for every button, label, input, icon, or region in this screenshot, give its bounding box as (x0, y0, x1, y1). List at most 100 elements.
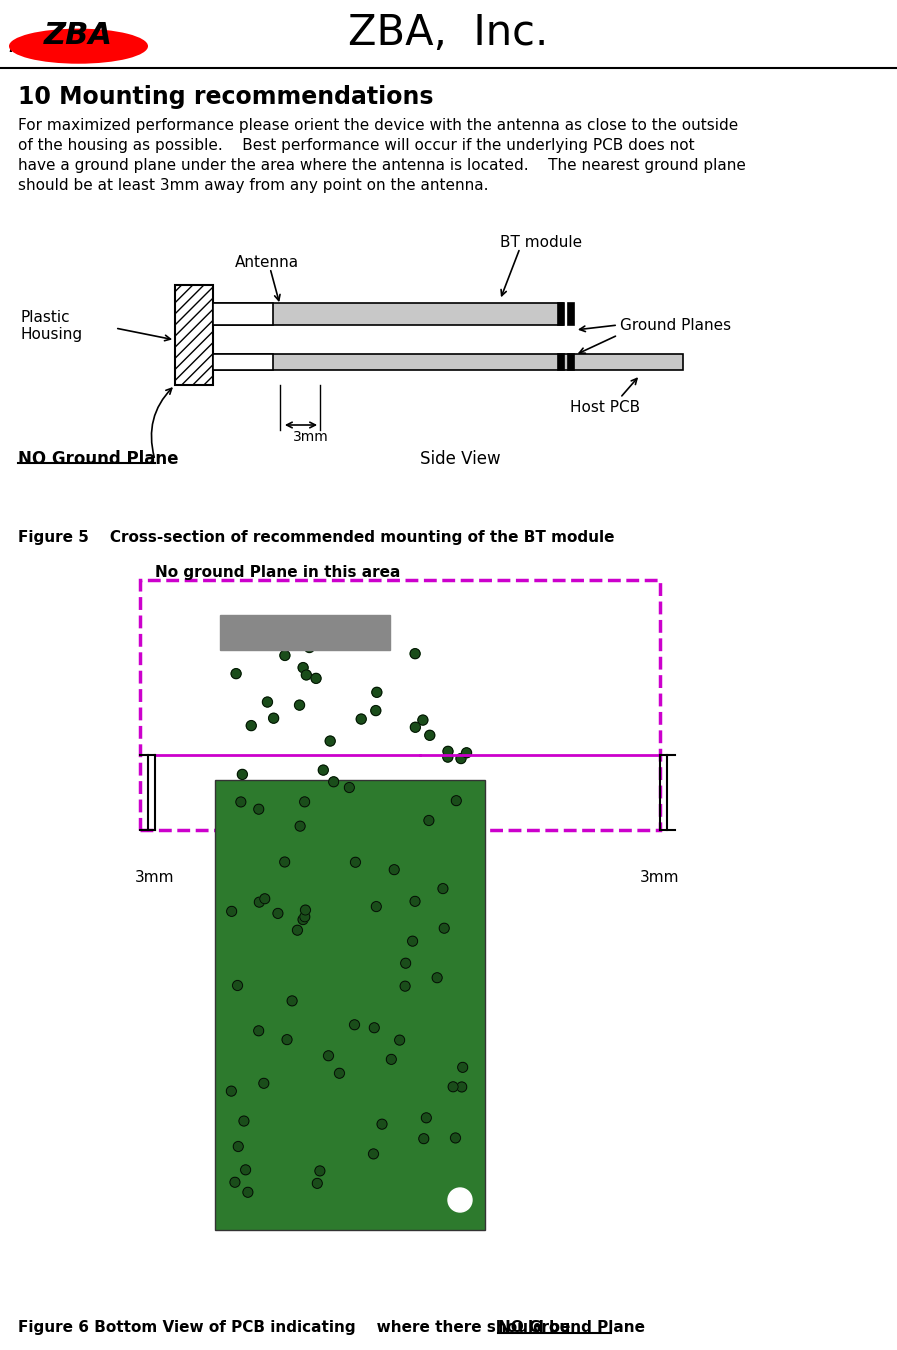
Circle shape (233, 1142, 243, 1152)
Circle shape (247, 721, 257, 730)
Circle shape (410, 896, 420, 906)
Circle shape (424, 815, 434, 825)
Circle shape (418, 716, 428, 725)
Circle shape (295, 821, 305, 832)
Circle shape (273, 909, 283, 918)
Circle shape (448, 1188, 472, 1212)
Circle shape (240, 1165, 250, 1174)
Text: of the housing as possible.    Best performance will occur if the underlying PCB: of the housing as possible. Best perform… (18, 138, 694, 153)
Circle shape (300, 911, 309, 922)
Text: 10 Mounting recommendations: 10 Mounting recommendations (18, 85, 433, 109)
Circle shape (432, 973, 442, 983)
Circle shape (422, 1112, 431, 1123)
Text: Antenna: Antenna (235, 255, 299, 270)
Circle shape (298, 914, 308, 925)
Circle shape (263, 697, 273, 707)
Circle shape (238, 769, 248, 779)
Circle shape (369, 1149, 379, 1158)
Circle shape (389, 865, 399, 875)
Circle shape (356, 714, 366, 724)
Circle shape (367, 632, 377, 643)
Circle shape (282, 1034, 292, 1045)
Circle shape (372, 687, 382, 698)
Circle shape (287, 996, 297, 1006)
Circle shape (450, 1133, 460, 1143)
Circle shape (318, 765, 328, 775)
Circle shape (298, 663, 308, 672)
Bar (213, 354, 683, 370)
Circle shape (293, 626, 303, 637)
Bar (175, 285, 213, 385)
Bar (215, 780, 485, 1230)
Circle shape (230, 1177, 239, 1187)
Circle shape (260, 894, 270, 903)
Circle shape (328, 776, 339, 787)
Text: Host PCB: Host PCB (570, 400, 640, 414)
Circle shape (344, 783, 354, 792)
Circle shape (268, 713, 279, 724)
Text: BT module: BT module (500, 235, 582, 250)
Circle shape (395, 1035, 405, 1045)
Circle shape (400, 981, 410, 991)
Bar (140, 580, 660, 830)
Circle shape (304, 643, 315, 652)
Circle shape (294, 701, 305, 710)
Circle shape (226, 1087, 236, 1096)
Circle shape (448, 1081, 458, 1092)
Circle shape (387, 1054, 396, 1064)
Bar (568, 302, 574, 325)
Circle shape (226, 639, 250, 662)
Text: Ground Planes: Ground Planes (620, 319, 731, 333)
Circle shape (407, 936, 418, 946)
Circle shape (236, 796, 246, 807)
Circle shape (280, 857, 290, 867)
Circle shape (232, 980, 242, 991)
Circle shape (311, 674, 321, 683)
Circle shape (457, 1062, 467, 1072)
Circle shape (259, 1079, 269, 1088)
Circle shape (351, 857, 361, 867)
Circle shape (443, 752, 453, 763)
Bar (213, 302, 273, 325)
Circle shape (239, 1116, 249, 1126)
Text: ZBA: ZBA (10, 9, 129, 62)
Circle shape (425, 730, 435, 740)
Ellipse shape (9, 28, 148, 63)
Text: Plastic
Housing: Plastic Housing (20, 310, 83, 343)
Circle shape (440, 923, 449, 933)
Circle shape (280, 651, 290, 660)
Text: 3mm: 3mm (135, 869, 175, 886)
Text: Side View: Side View (420, 450, 501, 468)
Circle shape (231, 668, 241, 679)
Circle shape (370, 706, 381, 716)
Bar (568, 354, 574, 370)
Bar (558, 302, 564, 325)
Bar (558, 354, 564, 370)
Circle shape (292, 925, 302, 936)
Circle shape (377, 1119, 387, 1129)
Circle shape (300, 796, 309, 807)
Circle shape (301, 670, 311, 680)
Text: 3mm: 3mm (640, 869, 680, 886)
Circle shape (312, 1179, 322, 1188)
Circle shape (419, 1134, 429, 1143)
Bar (213, 302, 563, 325)
Circle shape (401, 958, 411, 968)
Circle shape (324, 1050, 334, 1061)
Bar (220, 616, 390, 649)
Circle shape (457, 1081, 466, 1092)
Text: have a ground plane under the area where the antenna is located.    The nearest : have a ground plane under the area where… (18, 158, 746, 173)
Circle shape (254, 1026, 264, 1035)
Text: ZBA: ZBA (12, 8, 125, 55)
Text: should be at least 3mm away from any point on the antenna.: should be at least 3mm away from any poi… (18, 178, 489, 193)
Circle shape (410, 722, 421, 732)
Text: For maximized performance please orient the device with the antenna as close to : For maximized performance please orient … (18, 117, 738, 134)
Circle shape (326, 736, 335, 747)
Bar (213, 354, 273, 370)
Circle shape (254, 805, 264, 814)
Text: Figure 6 Bottom View of PCB indicating    where there should be: Figure 6 Bottom View of PCB indicating w… (18, 1320, 576, 1335)
Circle shape (438, 884, 448, 894)
Text: ZBA,  Inc.: ZBA, Inc. (348, 12, 548, 54)
Circle shape (350, 1019, 360, 1030)
Text: NO Ground Plane: NO Ground Plane (498, 1320, 645, 1335)
